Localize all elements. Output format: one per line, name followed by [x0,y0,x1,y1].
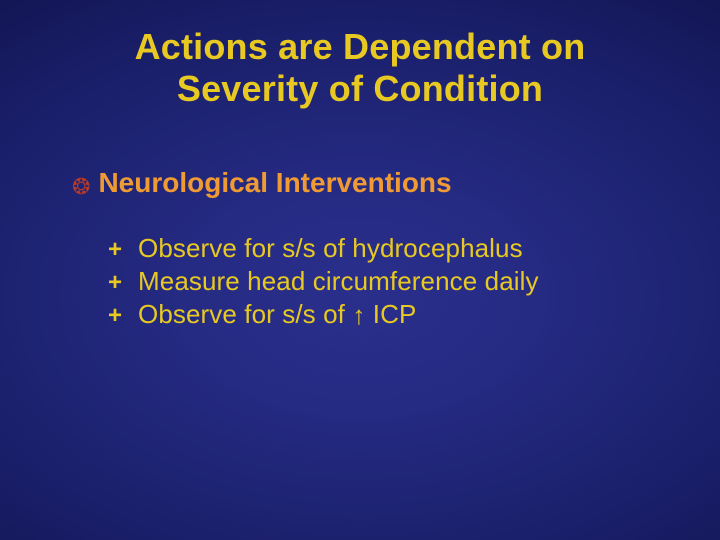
list-item: + Observe for s/s of hydrocephalus [106,233,660,264]
sub-list: + Observe for s/s of hydrocephalus + Mea… [106,233,660,330]
title-line-1: Actions are Dependent on [135,26,586,67]
plus-icon: + [106,302,124,330]
title-line-2: Severity of Condition [177,68,543,109]
heading-text: Neurological Interventions [98,167,451,199]
list-item-text: Observe for s/s of hydrocephalus [138,233,523,264]
list-item: + Observe for s/s of ↑ ICP [106,299,660,330]
flower-bullet-icon: ❂ [72,176,90,198]
list-item: + Measure head circumference daily [106,266,660,297]
slide-title: Actions are Dependent on Severity of Con… [60,26,660,111]
heading-line: ❂ Neurological Interventions [72,167,660,199]
up-arrow-icon: ↑ [352,300,365,331]
list-item-prefix: Observe for s/s of [138,299,352,329]
plus-icon: + [106,236,124,264]
plus-icon: + [106,269,124,297]
list-item-text: Measure head circumference daily [138,266,539,297]
slide: Actions are Dependent on Severity of Con… [0,0,720,540]
list-item-suffix: ICP [365,299,416,329]
list-item-text: Observe for s/s of ↑ ICP [138,299,416,330]
